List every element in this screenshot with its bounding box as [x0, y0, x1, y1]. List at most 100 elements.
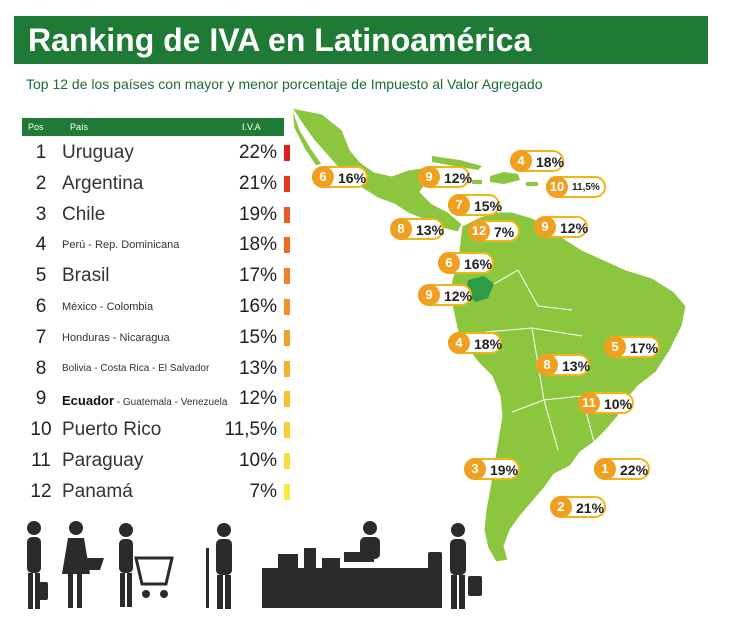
- row-color-swatch: [284, 360, 290, 377]
- row-pos: 5: [35, 265, 47, 287]
- page-subtitle: Top 12 de los países con mayor y menor p…: [26, 76, 543, 92]
- row-pos: 6: [35, 295, 47, 317]
- badge-rank: 12: [468, 220, 490, 242]
- row-country: Chile: [62, 203, 106, 225]
- map-badge-paraguay: 11 10%: [578, 392, 634, 414]
- map-badge-brasil: 5 17%: [604, 336, 660, 358]
- row-pos: 3: [35, 203, 47, 225]
- row-pos: 9: [35, 388, 47, 410]
- map-badge-ecuador: 9 12%: [418, 284, 472, 306]
- badge-rank: 6: [312, 166, 334, 188]
- row-country: Brasil: [62, 265, 110, 287]
- page-title: Ranking de IVA en Latinoamérica: [28, 22, 532, 58]
- row-iva: 11,5%: [224, 419, 277, 441]
- badge-rank: 9: [418, 166, 440, 188]
- table-row: 5 Brasil 17%: [22, 260, 297, 291]
- row-color-swatch: [284, 483, 290, 500]
- title-banner: Ranking de IVA en Latinoamérica: [14, 16, 708, 64]
- map-badge-peru: 4 18%: [448, 332, 502, 354]
- badge-rank: 6: [438, 252, 460, 274]
- row-iva: 17%: [238, 265, 277, 287]
- ranking-table: 1 Uruguay 22% 2 Argentina 21% 3 Chile 19…: [22, 137, 297, 507]
- badge-value: 19%: [490, 462, 519, 478]
- map-badge-uruguay: 1 22%: [594, 458, 650, 480]
- table-row: 8 Bolivia - Costa Rica - El Salvador 13%: [22, 353, 297, 384]
- row-iva: 22%: [238, 142, 277, 163]
- row-color-swatch: [284, 206, 290, 223]
- row-country: Uruguay: [62, 142, 134, 163]
- map-badge-panama: 12 7%: [468, 220, 520, 242]
- map-badge-venezuela: 9 12%: [534, 216, 588, 238]
- table-row: 2 Argentina 21%: [22, 168, 297, 199]
- row-pos: 4: [35, 234, 47, 256]
- table-row: 3 Chile 19%: [22, 199, 297, 230]
- row-iva: 15%: [238, 326, 277, 348]
- row-color-swatch: [284, 298, 290, 315]
- row-iva: 16%: [238, 295, 277, 317]
- row-pos: 7: [35, 326, 47, 348]
- map-badge-rep-dominicana: 4 18%: [510, 150, 564, 172]
- badge-value: 12%: [444, 288, 473, 304]
- badge-value: 15%: [474, 198, 503, 214]
- header-pos: Pos: [28, 122, 44, 132]
- row-country-wrap: Ecuador - Guatemala - Venezuela: [62, 393, 227, 408]
- row-color-swatch: [284, 175, 290, 192]
- badge-value: 16%: [464, 256, 493, 272]
- badge-value: 18%: [474, 336, 503, 352]
- badge-value: 13%: [416, 222, 445, 238]
- badge-value: 21%: [576, 500, 605, 516]
- row-iva: 12%: [238, 388, 277, 410]
- row-country: México - Colombia: [62, 300, 154, 313]
- badge-rank: 10: [546, 176, 568, 198]
- table-row: 9 Ecuador - Guatemala - Venezuela 12%: [22, 383, 297, 414]
- table-row: 7 Honduras - Nicaragua 15%: [22, 322, 297, 353]
- row-country: - Guatemala - Venezuela: [114, 397, 228, 409]
- row-country: Paraguay: [62, 449, 144, 471]
- row-color-swatch: [284, 391, 290, 408]
- row-iva: 21%: [238, 172, 277, 194]
- row-iva: 19%: [238, 203, 277, 225]
- badge-rank: 11: [578, 392, 600, 414]
- badge-rank: 5: [604, 336, 626, 358]
- header-pais: País: [70, 122, 89, 132]
- row-country: Puerto Rico: [62, 419, 162, 441]
- row-pos: 11: [31, 449, 51, 471]
- table-row: 6 México - Colombia 16%: [22, 291, 297, 322]
- badge-value: 12%: [560, 220, 589, 236]
- row-color-swatch: [284, 145, 290, 161]
- badge-rank: 4: [448, 332, 470, 354]
- row-iva: 10%: [238, 449, 277, 471]
- row-pos: 8: [35, 357, 47, 379]
- badge-value: 10%: [604, 396, 633, 412]
- row-country: Bolivia - Costa Rica - El Salvador: [62, 362, 210, 374]
- table-row: 12 Panamá 7%: [22, 476, 297, 507]
- map-badge-guatemala: 9 12%: [418, 166, 473, 188]
- row-color-swatch: [284, 329, 290, 346]
- badge-value: 16%: [338, 170, 367, 186]
- row-country-bold: Ecuador: [62, 393, 115, 409]
- shoppers-illustration: [14, 518, 514, 618]
- badge-value: 12%: [444, 170, 473, 186]
- map-badge-honduras: 7 15%: [448, 194, 503, 216]
- badge-rank: 9: [418, 284, 440, 306]
- row-pos: 10: [30, 419, 52, 441]
- map-badge-puerto-rico: 10 11,5%: [546, 176, 606, 198]
- badge-rank: 3: [464, 458, 486, 480]
- badge-rank: 8: [536, 354, 558, 376]
- badge-value: 7%: [494, 224, 515, 240]
- row-country: Perú - Rep. Dominicana: [62, 239, 180, 252]
- badge-rank: 2: [550, 496, 572, 518]
- header-iva: I.V.A: [242, 122, 261, 132]
- table-row: 10 Puerto Rico 11,5%: [22, 414, 297, 445]
- badge-rank: 1: [594, 458, 616, 480]
- map-badge-chile: 3 19%: [464, 458, 520, 480]
- map-badge-mexico: 6 16%: [312, 166, 368, 188]
- row-color-swatch: [284, 237, 290, 254]
- row-iva: 7%: [249, 480, 277, 502]
- row-color-swatch: [284, 268, 290, 285]
- table-row: 11 Paraguay 10%: [22, 445, 297, 476]
- row-country: Argentina: [62, 172, 144, 194]
- badge-rank: 8: [390, 218, 412, 240]
- table-row: 4 Perú - Rep. Dominicana 18%: [22, 229, 297, 260]
